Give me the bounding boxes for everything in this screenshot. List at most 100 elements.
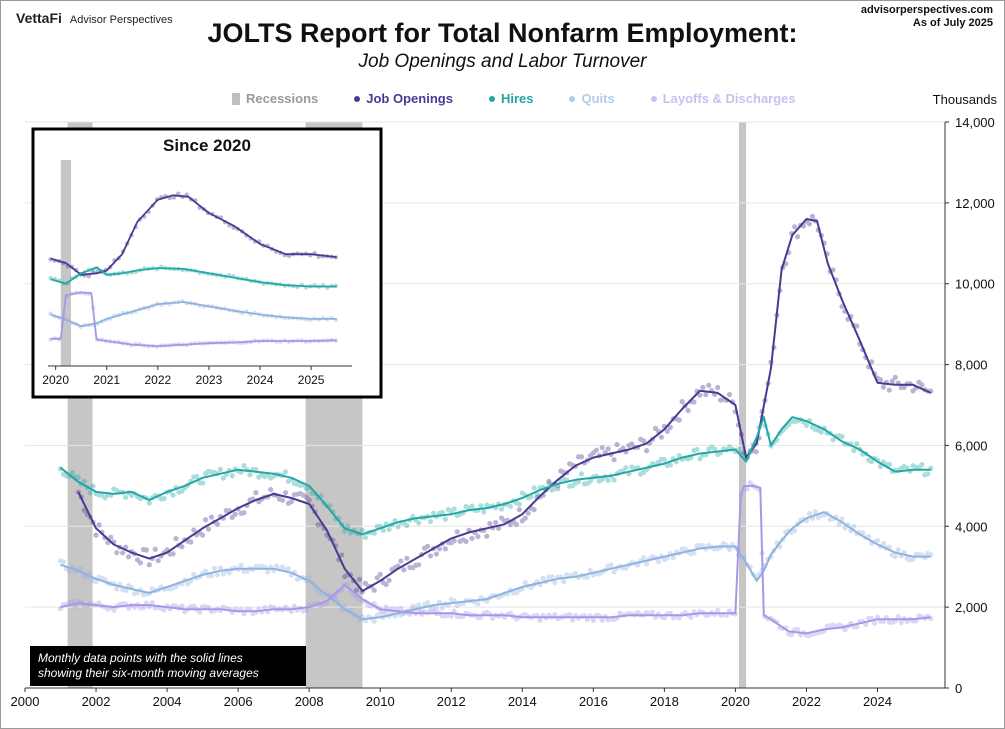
data-point bbox=[140, 592, 147, 598]
data-point bbox=[484, 533, 490, 539]
data-point bbox=[658, 434, 665, 440]
data-point bbox=[564, 572, 570, 578]
data-point bbox=[611, 477, 617, 483]
data-point bbox=[315, 522, 321, 528]
data-point bbox=[889, 552, 895, 558]
data-point bbox=[667, 424, 673, 430]
data-point bbox=[567, 611, 573, 618]
data-point bbox=[792, 418, 798, 424]
data-point bbox=[149, 586, 155, 592]
data-point bbox=[475, 601, 481, 607]
data-point bbox=[241, 568, 247, 575]
data-point bbox=[318, 603, 324, 609]
data-point bbox=[919, 382, 925, 388]
data-point bbox=[670, 555, 676, 561]
data-point bbox=[155, 558, 161, 564]
data-point bbox=[120, 587, 126, 593]
legend-swatch bbox=[354, 95, 361, 102]
data-point bbox=[812, 509, 818, 515]
data-point bbox=[362, 580, 369, 586]
x-tick-label: 2020 bbox=[42, 373, 69, 387]
data-point bbox=[842, 627, 848, 633]
data-point bbox=[611, 457, 617, 463]
data-point bbox=[629, 441, 635, 447]
data-point bbox=[380, 580, 386, 586]
data-point bbox=[134, 557, 141, 563]
data-point bbox=[599, 617, 605, 623]
data-point bbox=[291, 492, 297, 498]
data-point bbox=[214, 521, 221, 527]
data-point bbox=[744, 486, 750, 492]
data-point bbox=[605, 446, 611, 452]
data-point bbox=[416, 562, 422, 568]
data-point bbox=[635, 609, 641, 616]
data-point bbox=[306, 497, 312, 503]
data-point bbox=[901, 384, 907, 391]
data-point bbox=[208, 469, 215, 475]
data-point bbox=[868, 458, 875, 465]
data-point bbox=[596, 478, 602, 484]
data-point bbox=[685, 407, 691, 414]
data-point bbox=[519, 518, 525, 524]
data-point bbox=[475, 615, 481, 621]
data-point bbox=[407, 564, 413, 570]
data-point bbox=[279, 497, 286, 503]
data-point bbox=[108, 534, 114, 540]
data-point bbox=[709, 444, 715, 450]
data-point bbox=[525, 510, 531, 516]
data-point bbox=[451, 538, 457, 544]
data-point bbox=[792, 224, 798, 230]
data-point bbox=[712, 446, 718, 452]
data-point bbox=[806, 633, 813, 639]
data-point bbox=[66, 599, 73, 606]
data-point bbox=[339, 552, 345, 558]
x-tick-label: 2022 bbox=[792, 694, 821, 709]
data-point bbox=[836, 433, 842, 439]
data-point bbox=[238, 562, 244, 568]
x-tick-label: 2000 bbox=[11, 694, 40, 709]
data-point bbox=[916, 613, 922, 619]
data-point bbox=[448, 596, 454, 603]
data-point bbox=[510, 590, 517, 596]
data-point bbox=[220, 571, 226, 577]
data-point bbox=[605, 477, 611, 483]
data-point bbox=[401, 567, 407, 573]
data-point bbox=[194, 473, 200, 480]
legend-item-recessions: Recessions bbox=[232, 91, 318, 106]
chart-subtitle: Job Openings and Labor Turnover bbox=[358, 51, 647, 72]
data-point bbox=[282, 469, 289, 475]
data-point bbox=[294, 481, 300, 487]
data-point bbox=[128, 492, 135, 499]
data-point bbox=[626, 442, 632, 449]
data-point bbox=[294, 491, 300, 497]
legend-label: Job Openings bbox=[366, 91, 453, 106]
data-point bbox=[578, 471, 585, 477]
data-point bbox=[537, 617, 543, 623]
data-point bbox=[291, 480, 297, 487]
series-line-layoffs-discharges bbox=[50, 291, 337, 347]
data-point bbox=[377, 571, 383, 578]
data-point bbox=[809, 424, 815, 430]
data-point bbox=[812, 427, 818, 433]
footnote-box: Monthly data points with the solid lines… bbox=[30, 646, 306, 686]
data-point bbox=[383, 610, 389, 616]
data-point bbox=[726, 391, 733, 398]
legend-label: Quits bbox=[581, 91, 615, 106]
brand-logo: VettaFi Advisor Perspectives bbox=[16, 10, 173, 26]
data-point bbox=[167, 586, 173, 592]
data-point bbox=[803, 422, 810, 428]
x-tick-label: 2021 bbox=[93, 373, 120, 387]
data-point bbox=[507, 503, 514, 509]
data-point bbox=[507, 610, 514, 616]
data-point bbox=[170, 551, 176, 557]
data-point bbox=[90, 483, 96, 489]
data-point bbox=[170, 492, 176, 498]
inset-title: Since 2020 bbox=[163, 136, 251, 155]
data-point bbox=[96, 600, 102, 606]
series-line-quits bbox=[60, 511, 931, 621]
data-point bbox=[433, 606, 440, 612]
data-point bbox=[484, 609, 490, 616]
data-point bbox=[726, 546, 733, 553]
data-point bbox=[300, 492, 306, 498]
data-point bbox=[481, 509, 487, 515]
